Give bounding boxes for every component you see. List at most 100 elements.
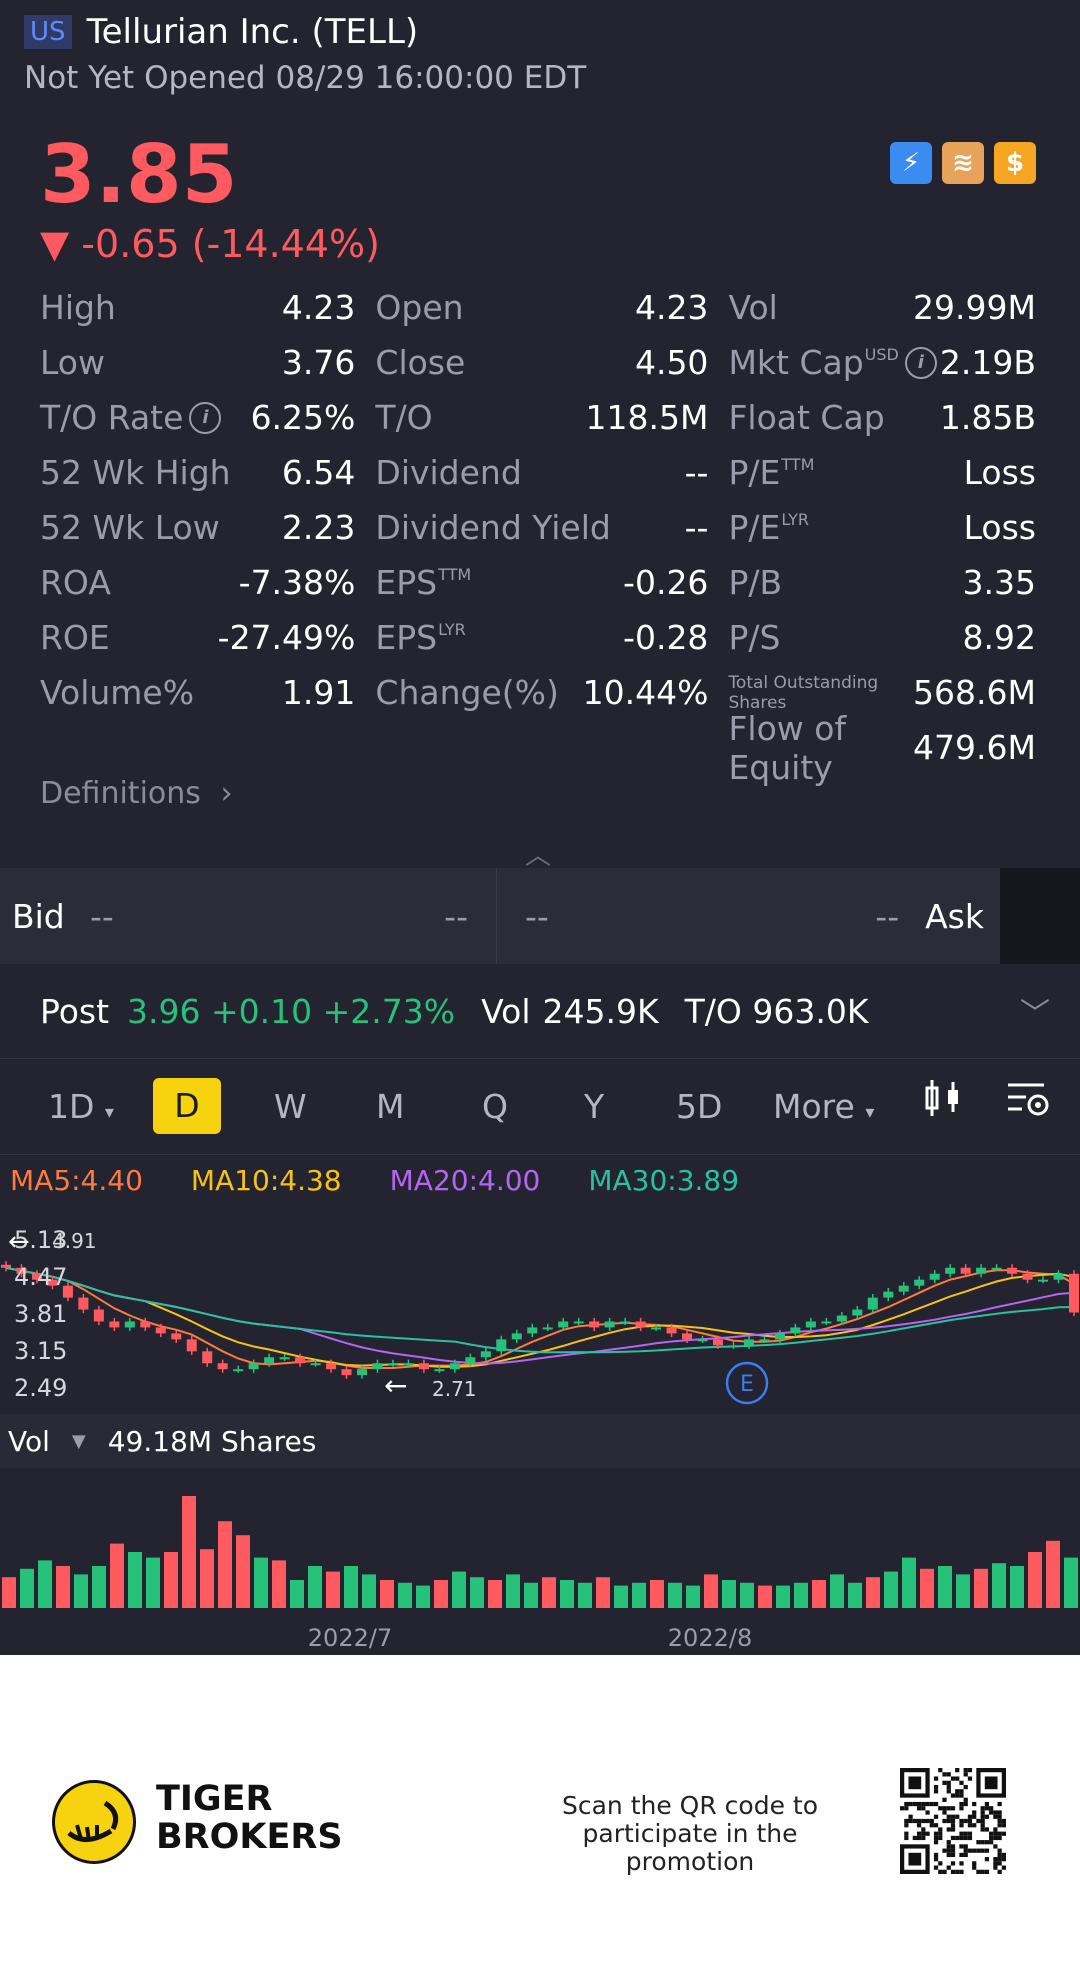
stat-cell: Dividend -- bbox=[375, 453, 708, 492]
collapse-arrow-icon[interactable]: ︿ bbox=[525, 841, 552, 871]
qr-module bbox=[963, 1768, 968, 1773]
candle-body bbox=[914, 1279, 925, 1286]
qr-module bbox=[993, 1844, 998, 1849]
candle-body bbox=[434, 1369, 445, 1372]
stat-row: ROE -27.49% EPS LYR -0.28 P/S 8.92 bbox=[40, 610, 1036, 665]
stat-value: -7.38% bbox=[238, 563, 356, 602]
post-value: 3.96 +0.10 +2.73% bbox=[127, 991, 456, 1031]
qr-module bbox=[938, 1831, 943, 1836]
volume-bar bbox=[524, 1582, 538, 1608]
volume-bar bbox=[272, 1560, 286, 1608]
stock-title[interactable]: Tellurian Inc. (TELL) bbox=[86, 12, 419, 52]
qr-module bbox=[993, 1810, 998, 1815]
indicator-settings-icon[interactable] bbox=[1006, 1080, 1050, 1126]
candlestick-type-icon[interactable] bbox=[924, 1078, 962, 1126]
ask-price: -- bbox=[525, 896, 549, 936]
stat-label: EPS LYR bbox=[375, 618, 465, 657]
candle-body bbox=[465, 1357, 476, 1364]
qr-module bbox=[967, 1823, 973, 1828]
caret-down-icon: ▾ bbox=[865, 1101, 875, 1123]
candle-body bbox=[93, 1309, 104, 1322]
qr-module bbox=[976, 1869, 981, 1874]
qr-module bbox=[989, 1840, 994, 1845]
volume-chart[interactable]: 2022/7 2022/8 bbox=[0, 1468, 1080, 1655]
stat-cell: EPS LYR -0.28 bbox=[375, 618, 708, 657]
moving-average-legend: MA5:4.40 MA10:4.38 MA20:4.00 MA30:3.89 bbox=[10, 1164, 787, 1197]
post-market-row[interactable]: Post 3.96 +0.10 +2.73% Vol 245.9K T/O 96… bbox=[0, 964, 1080, 1059]
candle-body bbox=[449, 1363, 460, 1370]
qr-module bbox=[933, 1789, 939, 1794]
tab-year[interactable]: Y bbox=[584, 1086, 605, 1126]
qr-module bbox=[997, 1818, 1002, 1824]
brand-name: TIGER BROKERS bbox=[156, 1780, 343, 1856]
candle-body bbox=[47, 1279, 58, 1286]
stat-value: 2.19B bbox=[939, 343, 1036, 382]
qr-module bbox=[929, 1818, 934, 1824]
volume-header[interactable]: Vol ▼ 49.18M Shares bbox=[0, 1414, 1080, 1468]
qr-code-image bbox=[900, 1768, 1006, 1874]
stock-header: US Tellurian Inc. (TELL) Not Yet Opened … bbox=[24, 12, 586, 96]
qr-module bbox=[921, 1831, 926, 1836]
definitions-link[interactable]: Definitions › bbox=[40, 776, 232, 811]
tab-intraday[interactable]: 1D ▾ bbox=[48, 1087, 114, 1126]
level1-quote-icon[interactable]: ⚡ bbox=[890, 142, 932, 184]
stat-value: 1.91 bbox=[281, 673, 356, 712]
qr-module bbox=[908, 1818, 913, 1824]
stat-label: Volume% bbox=[40, 673, 194, 712]
info-icon[interactable]: i bbox=[904, 346, 937, 379]
candle-body bbox=[140, 1321, 151, 1328]
qr-module bbox=[972, 1823, 977, 1828]
stat-cell: T/O Rate i 6.25% bbox=[40, 398, 355, 437]
qr-module bbox=[904, 1806, 909, 1811]
volume-bar bbox=[74, 1574, 88, 1608]
tab-day[interactable]: D bbox=[153, 1078, 221, 1134]
qr-module bbox=[946, 1827, 951, 1832]
qr-module bbox=[959, 1852, 964, 1858]
candle-body bbox=[558, 1321, 569, 1328]
market-status: Not Yet Opened 08/29 16:00:00 EDT bbox=[24, 60, 587, 96]
candle-body bbox=[821, 1321, 832, 1324]
qr-module bbox=[1001, 1865, 1006, 1870]
tab-week[interactable]: W bbox=[274, 1086, 307, 1126]
info-icon[interactable]: i bbox=[189, 401, 222, 434]
earnings-event-marker[interactable] bbox=[725, 1361, 769, 1405]
candle-body bbox=[496, 1339, 507, 1352]
stat-label-text: Total Outstanding Shares bbox=[728, 672, 879, 713]
left-arrow-icon: ← bbox=[8, 1227, 30, 1257]
x-label-aug: 2022/8 bbox=[668, 1624, 752, 1652]
qr-module bbox=[946, 1840, 951, 1845]
ask-side-panel bbox=[1000, 868, 1080, 964]
tab-quarter[interactable]: Q bbox=[482, 1086, 508, 1126]
qr-module bbox=[925, 1818, 930, 1824]
qr-module bbox=[921, 1827, 926, 1832]
qr-module bbox=[916, 1835, 922, 1841]
candlestick-chart[interactable]: 5.13 4.47 3.81 3.15 2.49 4.91 ← ← 2.71 E bbox=[0, 1218, 1080, 1413]
qr-module bbox=[997, 1852, 1002, 1858]
chevron-down-icon[interactable]: ﹀ bbox=[1020, 997, 1050, 1032]
qr-module bbox=[959, 1801, 964, 1807]
dollar-icon[interactable]: $ bbox=[994, 142, 1036, 184]
tab-more[interactable]: More ▾ bbox=[773, 1087, 874, 1126]
stat-cell: Float Cap 1.85B bbox=[728, 398, 1036, 437]
candle-body bbox=[743, 1339, 754, 1346]
volume-bar bbox=[470, 1577, 484, 1608]
tab-month[interactable]: M bbox=[376, 1086, 405, 1126]
stat-value: 8.92 bbox=[962, 618, 1036, 657]
last-price: 3.85 bbox=[40, 128, 238, 221]
tab-5day[interactable]: 5D bbox=[676, 1086, 723, 1126]
qr-module bbox=[993, 1861, 998, 1866]
stat-value: Loss bbox=[963, 453, 1036, 492]
qr-module bbox=[950, 1848, 956, 1853]
y-tick-label: 5.13 bbox=[14, 1226, 67, 1254]
layers-icon[interactable]: ≋ bbox=[942, 142, 984, 184]
y-tick-label: 3.15 bbox=[14, 1337, 67, 1365]
stat-cell: Total Outstanding Shares 568.6M bbox=[728, 673, 1036, 713]
candle-body bbox=[527, 1327, 538, 1334]
qr-module bbox=[933, 1857, 939, 1862]
qr-module bbox=[942, 1772, 947, 1777]
stat-value: 118.5M bbox=[585, 398, 709, 437]
qr-module bbox=[993, 1831, 998, 1836]
qr-module bbox=[933, 1831, 939, 1836]
stat-label-text: EPS bbox=[375, 618, 438, 657]
candle-body bbox=[589, 1321, 600, 1328]
